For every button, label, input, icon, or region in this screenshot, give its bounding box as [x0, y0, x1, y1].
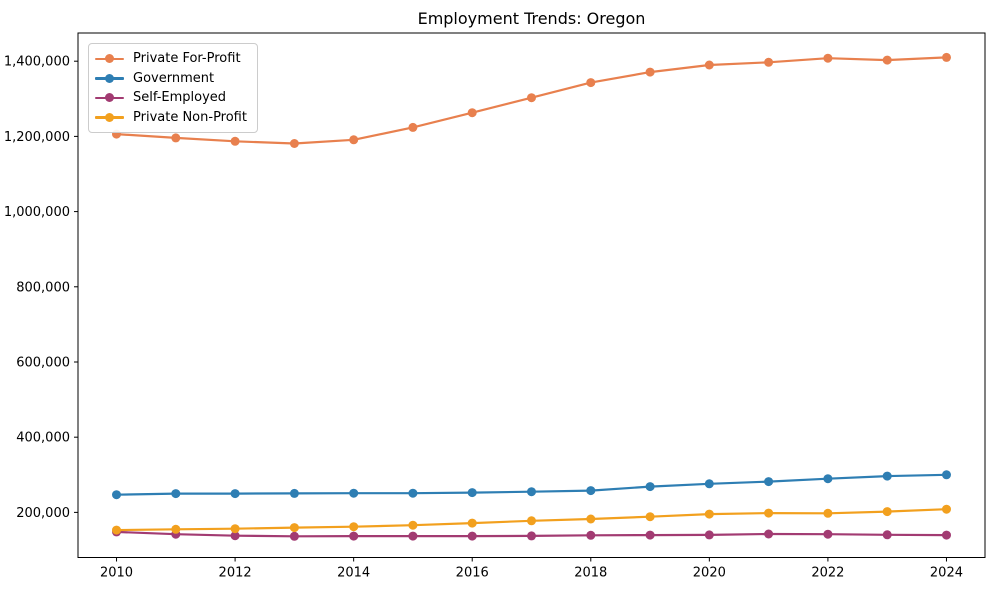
line-marker-icon	[95, 53, 124, 65]
line-marker-icon	[95, 72, 124, 84]
data-point-private-non-profit-2020	[704, 509, 714, 519]
x-tick-label: 2024	[930, 566, 963, 581]
data-point-private-non-profit-2014	[349, 522, 359, 532]
chart-title: Employment Trends: Oregon	[417, 9, 646, 28]
line-marker-icon	[95, 92, 124, 104]
data-point-private-for-profit-2012	[230, 136, 240, 146]
data-point-government-2022	[823, 474, 833, 484]
data-point-private-for-profit-2020	[704, 60, 714, 70]
y-tick-label: 800,000	[16, 280, 70, 295]
y-tick-label: 1,400,000	[4, 55, 70, 70]
data-point-private-non-profit-2013	[289, 523, 299, 533]
data-point-self-employed-2013	[289, 531, 299, 541]
data-point-government-2017	[527, 487, 536, 497]
legend-label: Private Non-Profit	[133, 109, 247, 125]
data-point-private-for-profit-2019	[645, 67, 655, 77]
data-point-private-non-profit-2021	[764, 508, 774, 518]
data-point-government-2023	[882, 471, 892, 481]
data-point-private-for-profit-2023	[882, 55, 892, 65]
y-tick-label: 200,000	[16, 506, 70, 521]
line-marker-icon	[95, 111, 124, 123]
data-point-government-2024	[942, 470, 951, 480]
data-point-government-2016	[467, 488, 477, 498]
x-tick-label: 2022	[811, 566, 844, 581]
data-point-government-2012	[230, 489, 240, 499]
data-point-self-employed-2020	[704, 530, 714, 540]
data-point-government-2013	[289, 488, 299, 498]
data-point-private-non-profit-2011	[171, 524, 181, 534]
data-point-self-employed-2017	[527, 531, 536, 541]
legend-item-private-for-profit: Private For-Profit	[95, 49, 247, 69]
legend-label: Private For-Profit	[133, 51, 241, 67]
x-tick-label: 2016	[456, 566, 489, 581]
y-tick-label: 600,000	[16, 355, 70, 370]
data-point-government-2020	[704, 479, 714, 489]
x-tick-label: 2018	[574, 566, 607, 581]
data-point-private-for-profit-2024	[942, 52, 951, 62]
data-point-self-employed-2023	[882, 530, 892, 540]
data-point-private-non-profit-2023	[882, 507, 892, 517]
data-point-self-employed-2018	[586, 530, 596, 540]
data-point-government-2010	[112, 490, 121, 500]
data-point-government-2021	[764, 477, 774, 487]
data-point-self-employed-2022	[823, 529, 833, 539]
legend-label: Self-Employed	[133, 90, 227, 106]
legend: Private For-Profit Government Self-Emplo…	[88, 43, 258, 133]
x-tick-label: 2010	[100, 566, 133, 581]
data-point-private-non-profit-2018	[586, 514, 596, 524]
y-tick-label: 1,200,000	[4, 130, 70, 145]
data-point-self-employed-2014	[349, 531, 359, 541]
legend-item-self-employed: Self-Employed	[95, 88, 247, 108]
data-point-government-2019	[645, 482, 655, 492]
data-point-private-non-profit-2012	[230, 524, 240, 534]
data-point-private-for-profit-2021	[764, 57, 774, 67]
legend-item-private-non-profit: Private Non-Profit	[95, 108, 247, 128]
data-point-self-employed-2012	[230, 531, 240, 541]
x-tick-label: 2014	[337, 566, 370, 581]
data-point-private-non-profit-2024	[942, 504, 951, 514]
data-point-private-for-profit-2011	[171, 133, 181, 143]
data-point-self-employed-2016	[467, 531, 477, 541]
x-tick-label: 2012	[219, 566, 252, 581]
data-point-private-for-profit-2015	[408, 122, 418, 132]
data-point-self-employed-2024	[942, 530, 951, 540]
legend-label: Government	[133, 70, 215, 86]
data-point-private-for-profit-2014	[349, 135, 359, 145]
data-point-private-non-profit-2022	[823, 508, 833, 518]
data-point-government-2011	[171, 489, 181, 499]
data-point-private-for-profit-2017	[527, 93, 536, 103]
legend-item-government: Government	[95, 69, 247, 89]
data-point-private-for-profit-2016	[467, 108, 477, 118]
data-point-private-for-profit-2018	[586, 78, 596, 88]
data-point-government-2015	[408, 488, 418, 498]
data-point-self-employed-2015	[408, 531, 418, 541]
data-point-private-non-profit-2010	[112, 525, 121, 535]
data-point-private-non-profit-2019	[645, 512, 655, 522]
data-point-government-2014	[349, 488, 359, 498]
data-point-private-for-profit-2022	[823, 53, 833, 63]
y-tick-label: 400,000	[16, 431, 70, 446]
data-point-private-non-profit-2016	[467, 518, 477, 528]
data-point-government-2018	[586, 486, 596, 496]
plot-frame	[77, 32, 986, 558]
data-point-self-employed-2021	[764, 529, 774, 539]
y-tick-label: 1,000,000	[4, 205, 70, 220]
data-point-private-for-profit-2013	[289, 139, 299, 148]
data-point-self-employed-2019	[645, 530, 655, 540]
x-tick-label: 2020	[693, 566, 726, 581]
data-point-private-non-profit-2015	[408, 520, 418, 530]
data-point-private-non-profit-2017	[527, 516, 536, 526]
